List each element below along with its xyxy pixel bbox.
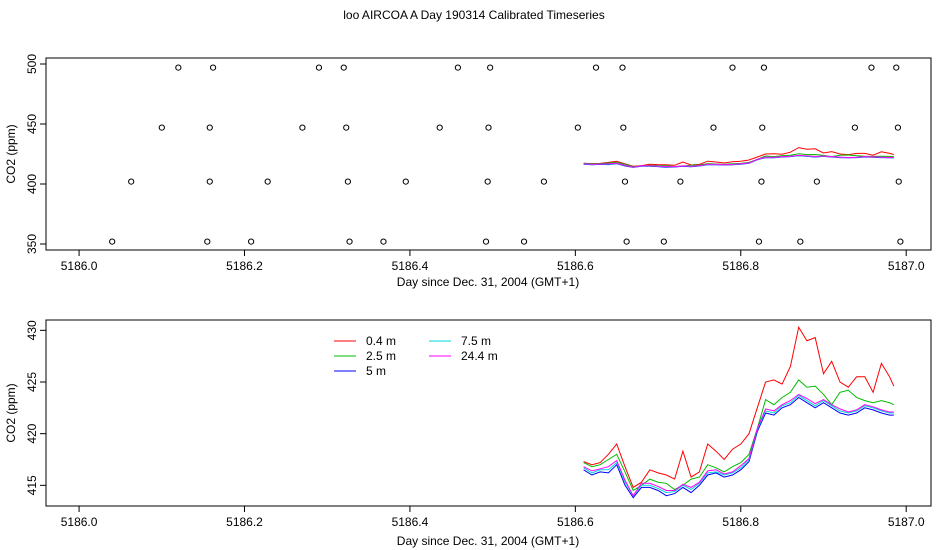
scatter-point bbox=[760, 64, 768, 71]
scatter-point bbox=[204, 238, 211, 245]
panel-top-series-lines bbox=[583, 147, 894, 168]
scatter-point bbox=[206, 124, 213, 131]
y-tick-label: 415 bbox=[25, 475, 39, 495]
scatter-point bbox=[482, 238, 490, 245]
scatter-point bbox=[264, 178, 271, 185]
x-tick-label: 5186.6 bbox=[557, 259, 594, 273]
scatter-point bbox=[895, 178, 902, 185]
x-tick-label: 5187.0 bbox=[888, 259, 925, 273]
legend-label: 2.5 m bbox=[366, 349, 396, 363]
scatter-point bbox=[897, 238, 904, 245]
scatter-point bbox=[346, 238, 353, 245]
panel-bottom-x-axis-label: Day since Dec. 31, 2004 (GMT+1) bbox=[397, 534, 579, 548]
legend-label: 0.4 m bbox=[366, 334, 396, 348]
scatter-point bbox=[436, 124, 443, 131]
scatter-point bbox=[755, 238, 763, 245]
scatter-point bbox=[619, 64, 626, 71]
series-line-0-4-m bbox=[583, 325, 895, 489]
scatter-point bbox=[868, 64, 875, 71]
scatter-point bbox=[315, 64, 323, 71]
x-tick-label: 5186.2 bbox=[226, 515, 263, 529]
series-line-24-4-m bbox=[583, 154, 894, 168]
scatter-point bbox=[158, 124, 165, 131]
scatter-point bbox=[128, 178, 135, 185]
panel-bottom-frame bbox=[45, 319, 932, 507]
scatter-point bbox=[710, 124, 717, 131]
scatter-point bbox=[592, 64, 600, 71]
scatter-point bbox=[574, 124, 581, 131]
scatter-point bbox=[344, 178, 351, 185]
scatter-point bbox=[484, 178, 491, 185]
scatter-point bbox=[759, 124, 766, 131]
scatter-point bbox=[380, 238, 387, 245]
y-tick-label: 450 bbox=[25, 114, 39, 134]
panel-bottom-series-lines bbox=[583, 325, 895, 499]
scatter-point bbox=[813, 178, 820, 185]
scatter-point bbox=[209, 64, 217, 71]
panel-bottom-axes: 5186.0 5186.2 5186.4 5186.6 5186.8 5187.0 415 4… bbox=[25, 320, 925, 529]
scatter-point bbox=[677, 178, 684, 185]
scatter-point bbox=[729, 64, 736, 71]
scatter-point bbox=[340, 64, 347, 71]
panel-top-points bbox=[109, 64, 904, 245]
series-line-24-4-m bbox=[583, 393, 894, 497]
series-line-5-m bbox=[583, 396, 894, 499]
figure-title: loo AIRCOA A Day 190314 Calibrated Times… bbox=[343, 8, 604, 22]
scatter-point bbox=[660, 238, 667, 245]
scatter-point bbox=[520, 238, 528, 245]
x-tick-label: 5187.0 bbox=[888, 515, 925, 529]
y-tick-label: 350 bbox=[25, 234, 39, 254]
x-tick-label: 5186.0 bbox=[61, 515, 98, 529]
y-tick-label: 420 bbox=[25, 423, 39, 443]
scatter-point bbox=[175, 64, 182, 71]
legend-label: 7.5 m bbox=[461, 334, 491, 348]
x-tick-label: 5186.6 bbox=[557, 515, 594, 529]
scatter-point bbox=[343, 124, 350, 131]
y-tick-label: 430 bbox=[25, 320, 39, 340]
scatter-point bbox=[402, 178, 409, 185]
scatter-point bbox=[206, 178, 213, 185]
scatter-point bbox=[299, 124, 306, 131]
scatter-point bbox=[797, 238, 804, 245]
scatter-point bbox=[485, 124, 492, 131]
panel-top-x-axis-label: Day since Dec. 31, 2004 (GMT+1) bbox=[397, 275, 579, 289]
scatter-point bbox=[623, 238, 630, 245]
panel-bottom-y-axis-label: CO2 (ppm) bbox=[4, 383, 18, 442]
scatter-point bbox=[758, 178, 765, 185]
panel-top-axes: 5186.0 5186.2 5186.4 5186.6 5186.8 5187.0 350 4… bbox=[25, 54, 925, 273]
scatter-point bbox=[893, 64, 900, 71]
scatter-point bbox=[454, 64, 461, 71]
series-line-2-5-m bbox=[583, 379, 895, 492]
y-tick-label: 400 bbox=[25, 174, 39, 194]
legend: 0.4 m 7.5 m 2.5 m 24.4 m 5 m bbox=[334, 334, 498, 378]
scatter-point bbox=[487, 64, 494, 71]
x-tick-label: 5186.8 bbox=[722, 515, 759, 529]
scatter-point bbox=[851, 124, 859, 131]
x-tick-label: 5186.4 bbox=[392, 515, 429, 529]
y-tick-label: 500 bbox=[25, 54, 39, 74]
scatter-point bbox=[540, 178, 548, 185]
panel-top-y-axis-label: CO2 (ppm) bbox=[4, 124, 18, 183]
scatter-point bbox=[248, 238, 255, 245]
y-tick-label: 425 bbox=[25, 372, 39, 392]
x-tick-label: 5186.8 bbox=[722, 259, 759, 273]
legend-label: 24.4 m bbox=[461, 349, 498, 363]
x-tick-label: 5186.4 bbox=[392, 259, 429, 273]
scatter-point bbox=[894, 124, 902, 131]
panel-top-frame bbox=[45, 57, 932, 251]
scatter-point bbox=[620, 124, 627, 131]
panel-bottom-lines: 5186.0 5186.2 5186.4 5186.6 5186.8 5187.0 415 4… bbox=[4, 319, 932, 548]
scatter-point bbox=[621, 178, 629, 185]
legend-label: 5 m bbox=[366, 364, 386, 378]
x-tick-label: 5186.0 bbox=[61, 259, 98, 273]
scatter-point bbox=[109, 238, 116, 245]
panel-top-scatter: 5186.0 5186.2 5186.4 5186.6 5186.8 5187.0 350 4… bbox=[4, 54, 932, 289]
x-tick-label: 5186.2 bbox=[226, 259, 263, 273]
